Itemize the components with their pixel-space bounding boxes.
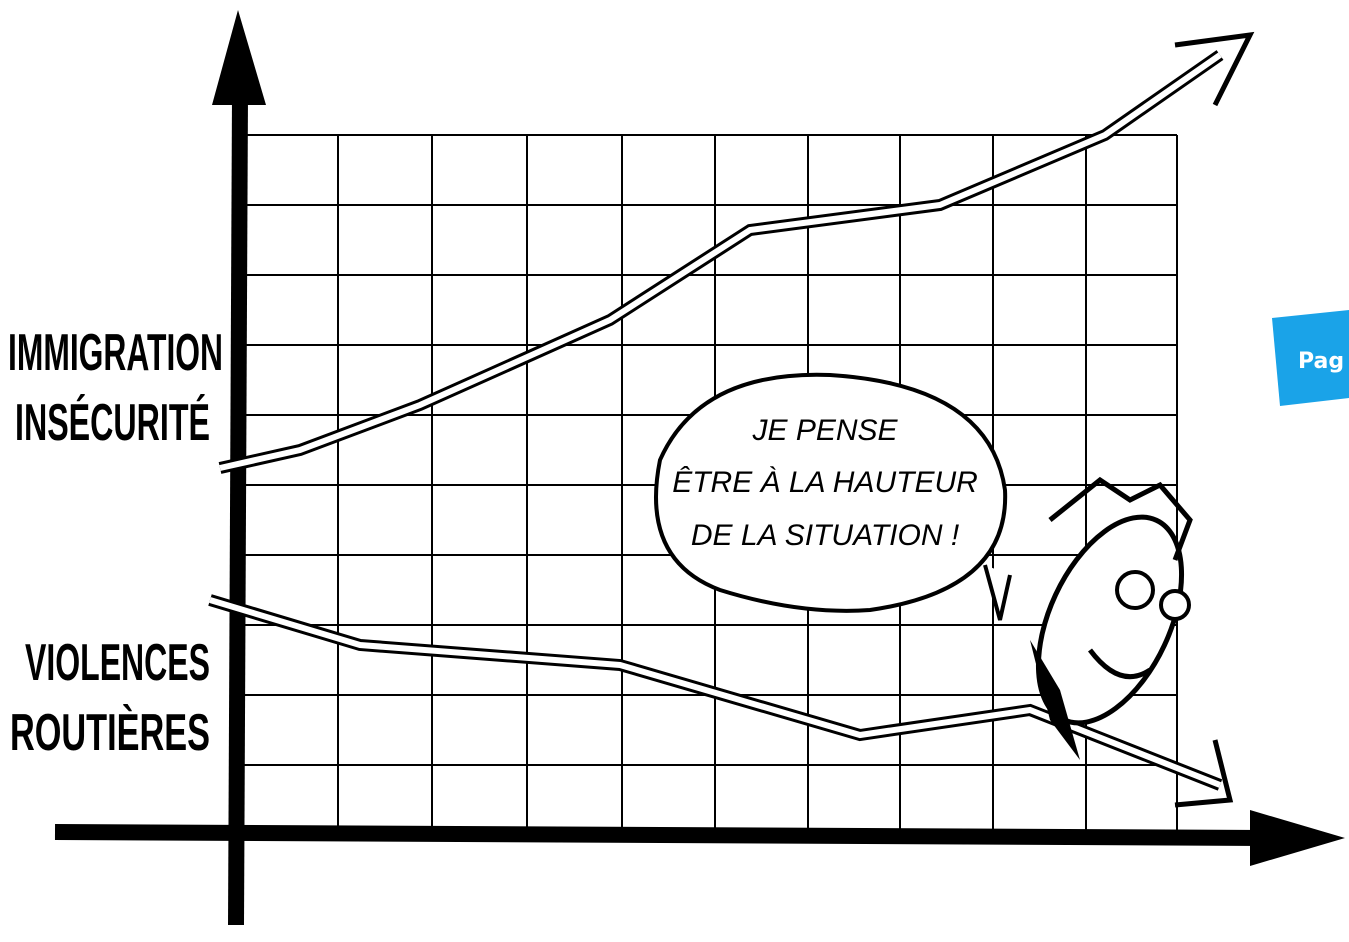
cartoon: JE PENSE ÊTRE À LA HAUTEUR DE LA SITUATI…: [0, 0, 1349, 942]
speech-bubble: JE PENSE ÊTRE À LA HAUTEUR DE LA SITUATI…: [656, 375, 1010, 620]
label: INSÉCURITÉ: [15, 394, 210, 452]
badge-text[interactable]: Pag: [1298, 349, 1344, 374]
badge[interactable]: Pag: [1272, 310, 1349, 406]
axis-labels: IMMIGRATION INSÉCURITÉ VIOLENCES ROUTIÈR…: [8, 324, 223, 762]
label: VIOLENCES: [25, 634, 210, 692]
label: IMMIGRATION: [8, 324, 223, 382]
bubble-line: ÊTRE À LA HAUTEUR: [672, 466, 978, 499]
bubble-line: JE PENSE: [751, 414, 898, 447]
bubble-line: DE LA SITUATION !: [691, 519, 960, 552]
label: ROUTIÈRES: [10, 704, 210, 762]
